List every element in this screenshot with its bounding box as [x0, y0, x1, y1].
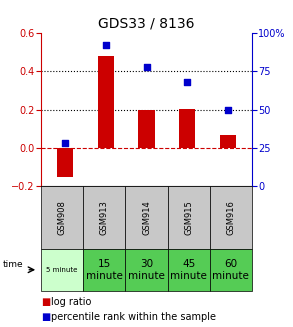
Text: log ratio: log ratio [51, 298, 92, 307]
Text: GDS33 / 8136: GDS33 / 8136 [98, 16, 195, 30]
Text: 60
minute: 60 minute [212, 259, 249, 281]
Bar [138, 110, 155, 148]
Text: GSM916: GSM916 [226, 200, 235, 235]
Text: 30
minute: 30 minute [128, 259, 165, 281]
Text: time: time [3, 260, 23, 269]
Text: 45
minute: 45 minute [170, 259, 207, 281]
Point [185, 79, 189, 84]
Text: percentile rank within the sample: percentile rank within the sample [51, 312, 216, 322]
Text: ■: ■ [41, 298, 50, 307]
Text: 15
minute: 15 minute [86, 259, 123, 281]
Bar [179, 109, 195, 148]
Point [225, 107, 230, 112]
Bar [57, 148, 74, 177]
Text: GSM913: GSM913 [100, 200, 109, 235]
Text: GSM915: GSM915 [184, 200, 193, 235]
Bar [219, 134, 236, 148]
Point [104, 43, 108, 48]
Bar [98, 56, 114, 148]
Text: GSM908: GSM908 [58, 200, 67, 235]
Point [144, 64, 149, 69]
Text: ■: ■ [41, 312, 50, 322]
Text: 5 minute: 5 minute [46, 267, 78, 273]
Point [63, 141, 68, 146]
Text: GSM914: GSM914 [142, 200, 151, 235]
